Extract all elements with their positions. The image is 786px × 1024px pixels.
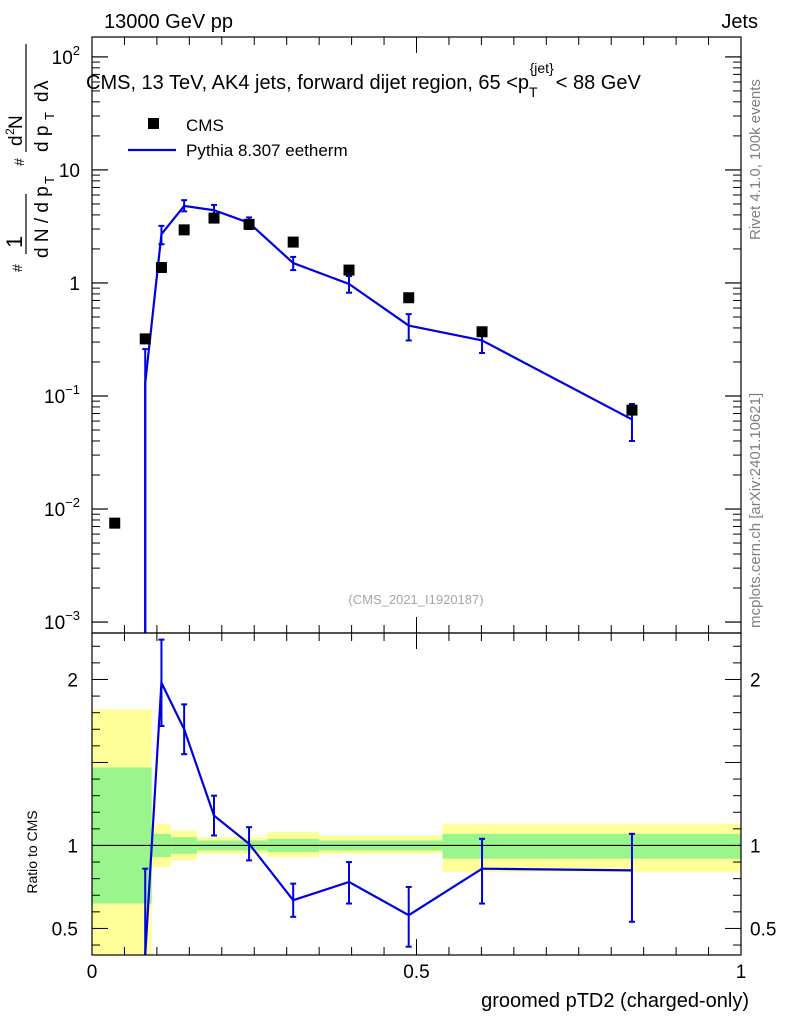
cms-data-point-4 bbox=[208, 212, 220, 224]
svg-text:#: # bbox=[11, 158, 27, 166]
source-label: mcplots.cern.ch [arXiv:2401.10621] bbox=[747, 393, 764, 628]
axes: 10−3 10−2 10−1 1 10 102 0 0.5 1 0.5 0.5 1 1 2 2 bbox=[44, 36, 776, 983]
svg-text:2: 2 bbox=[3, 128, 17, 135]
chart-title: CMS, 13 TeV, AK4 jets, forward dijet reg… bbox=[86, 60, 641, 100]
ratio-y-axis-title: Ratio to CMS bbox=[24, 810, 40, 893]
svg-text:d: d bbox=[6, 135, 27, 146]
mc-series-line bbox=[144, 204, 633, 421]
legend: CMS Pythia 8.307 eetherm bbox=[128, 116, 348, 160]
ratio-ytick-label-right-0: 0.5 bbox=[750, 919, 776, 940]
ratio-band-inner-8 bbox=[442, 833, 741, 859]
svg-text:T: T bbox=[42, 112, 57, 120]
main-ytick-label-2: 10−1 bbox=[44, 382, 80, 408]
ratio-ytick-label-left-2: 2 bbox=[67, 670, 78, 691]
legend-mc-label: Pythia 8.307 eetherm bbox=[186, 141, 348, 160]
svg-text:T: T bbox=[42, 176, 57, 184]
svg-text:#: # bbox=[9, 264, 25, 272]
x-axis-title: groomed pTD2 (charged-only) bbox=[481, 990, 749, 1012]
ratio-ytick-label-left-1: 1 bbox=[67, 836, 78, 857]
svg-text:d p: d p bbox=[32, 126, 53, 152]
ratio-ytick-label-right-1: 1 bbox=[750, 836, 761, 857]
svg-text:N: N bbox=[6, 115, 27, 129]
main-ytick-label-3: 1 bbox=[69, 274, 80, 295]
analysis-watermark: (CMS_2021_I1920187) bbox=[348, 592, 483, 607]
ratio-ytick-label-right-2: 2 bbox=[750, 670, 761, 691]
main-ytick-label-0: 10−3 bbox=[44, 608, 80, 634]
cms-data-point-6 bbox=[287, 236, 299, 248]
main-ytick-label-5: 102 bbox=[52, 43, 80, 69]
cms-data-point-8 bbox=[403, 292, 415, 304]
header-right: Jets bbox=[721, 11, 758, 33]
chart-title-sup: {jet} bbox=[530, 60, 554, 76]
x-tick-label-2: 1 bbox=[736, 962, 747, 983]
header-left: 13000 GeV pp bbox=[104, 11, 233, 33]
main-y-axis-title: # 1 d N / d p T # d 2 N d p T d λ bbox=[2, 44, 57, 272]
cms-data-point-7 bbox=[343, 264, 355, 276]
ratio-frame bbox=[91, 632, 742, 956]
cms-data-point-3 bbox=[178, 224, 190, 236]
cms-data-point-9 bbox=[476, 326, 488, 338]
chart-title-tail: < 88 GeV bbox=[556, 72, 642, 94]
ratio-band-inner-0 bbox=[92, 767, 152, 904]
rivet-label: Rivet 4.1.0, 100k events bbox=[747, 79, 764, 240]
cms-data-point-5 bbox=[243, 218, 255, 230]
cms-data-point-1 bbox=[139, 333, 151, 345]
chart-title-main: CMS, 13 TeV, AK4 jets, forward dijet reg… bbox=[86, 72, 529, 94]
svg-text:λ: λ bbox=[32, 80, 53, 90]
legend-cms-marker bbox=[148, 118, 159, 129]
main-ytick-label-1: 10−2 bbox=[44, 495, 80, 521]
x-tick-label-0: 0 bbox=[87, 962, 98, 983]
ratio-panel bbox=[92, 638, 741, 956]
svg-text:1: 1 bbox=[2, 236, 27, 248]
main-ytick-label-4: 10 bbox=[59, 161, 80, 182]
ratio-series-line bbox=[144, 678, 632, 956]
svg-text:d: d bbox=[32, 91, 53, 102]
main-panel bbox=[109, 199, 638, 633]
legend-cms-label: CMS bbox=[186, 116, 224, 135]
ratio-ytick-label-left-0: 0.5 bbox=[52, 919, 78, 940]
x-tick-label-1: 0.5 bbox=[403, 962, 429, 983]
chart-title-sub: T bbox=[529, 84, 538, 100]
cms-data-point-0 bbox=[109, 517, 121, 529]
svg-text:d N / d p: d N / d p bbox=[32, 186, 53, 258]
cms-data-point-10 bbox=[626, 404, 638, 416]
cms-data-point-2 bbox=[155, 262, 167, 274]
